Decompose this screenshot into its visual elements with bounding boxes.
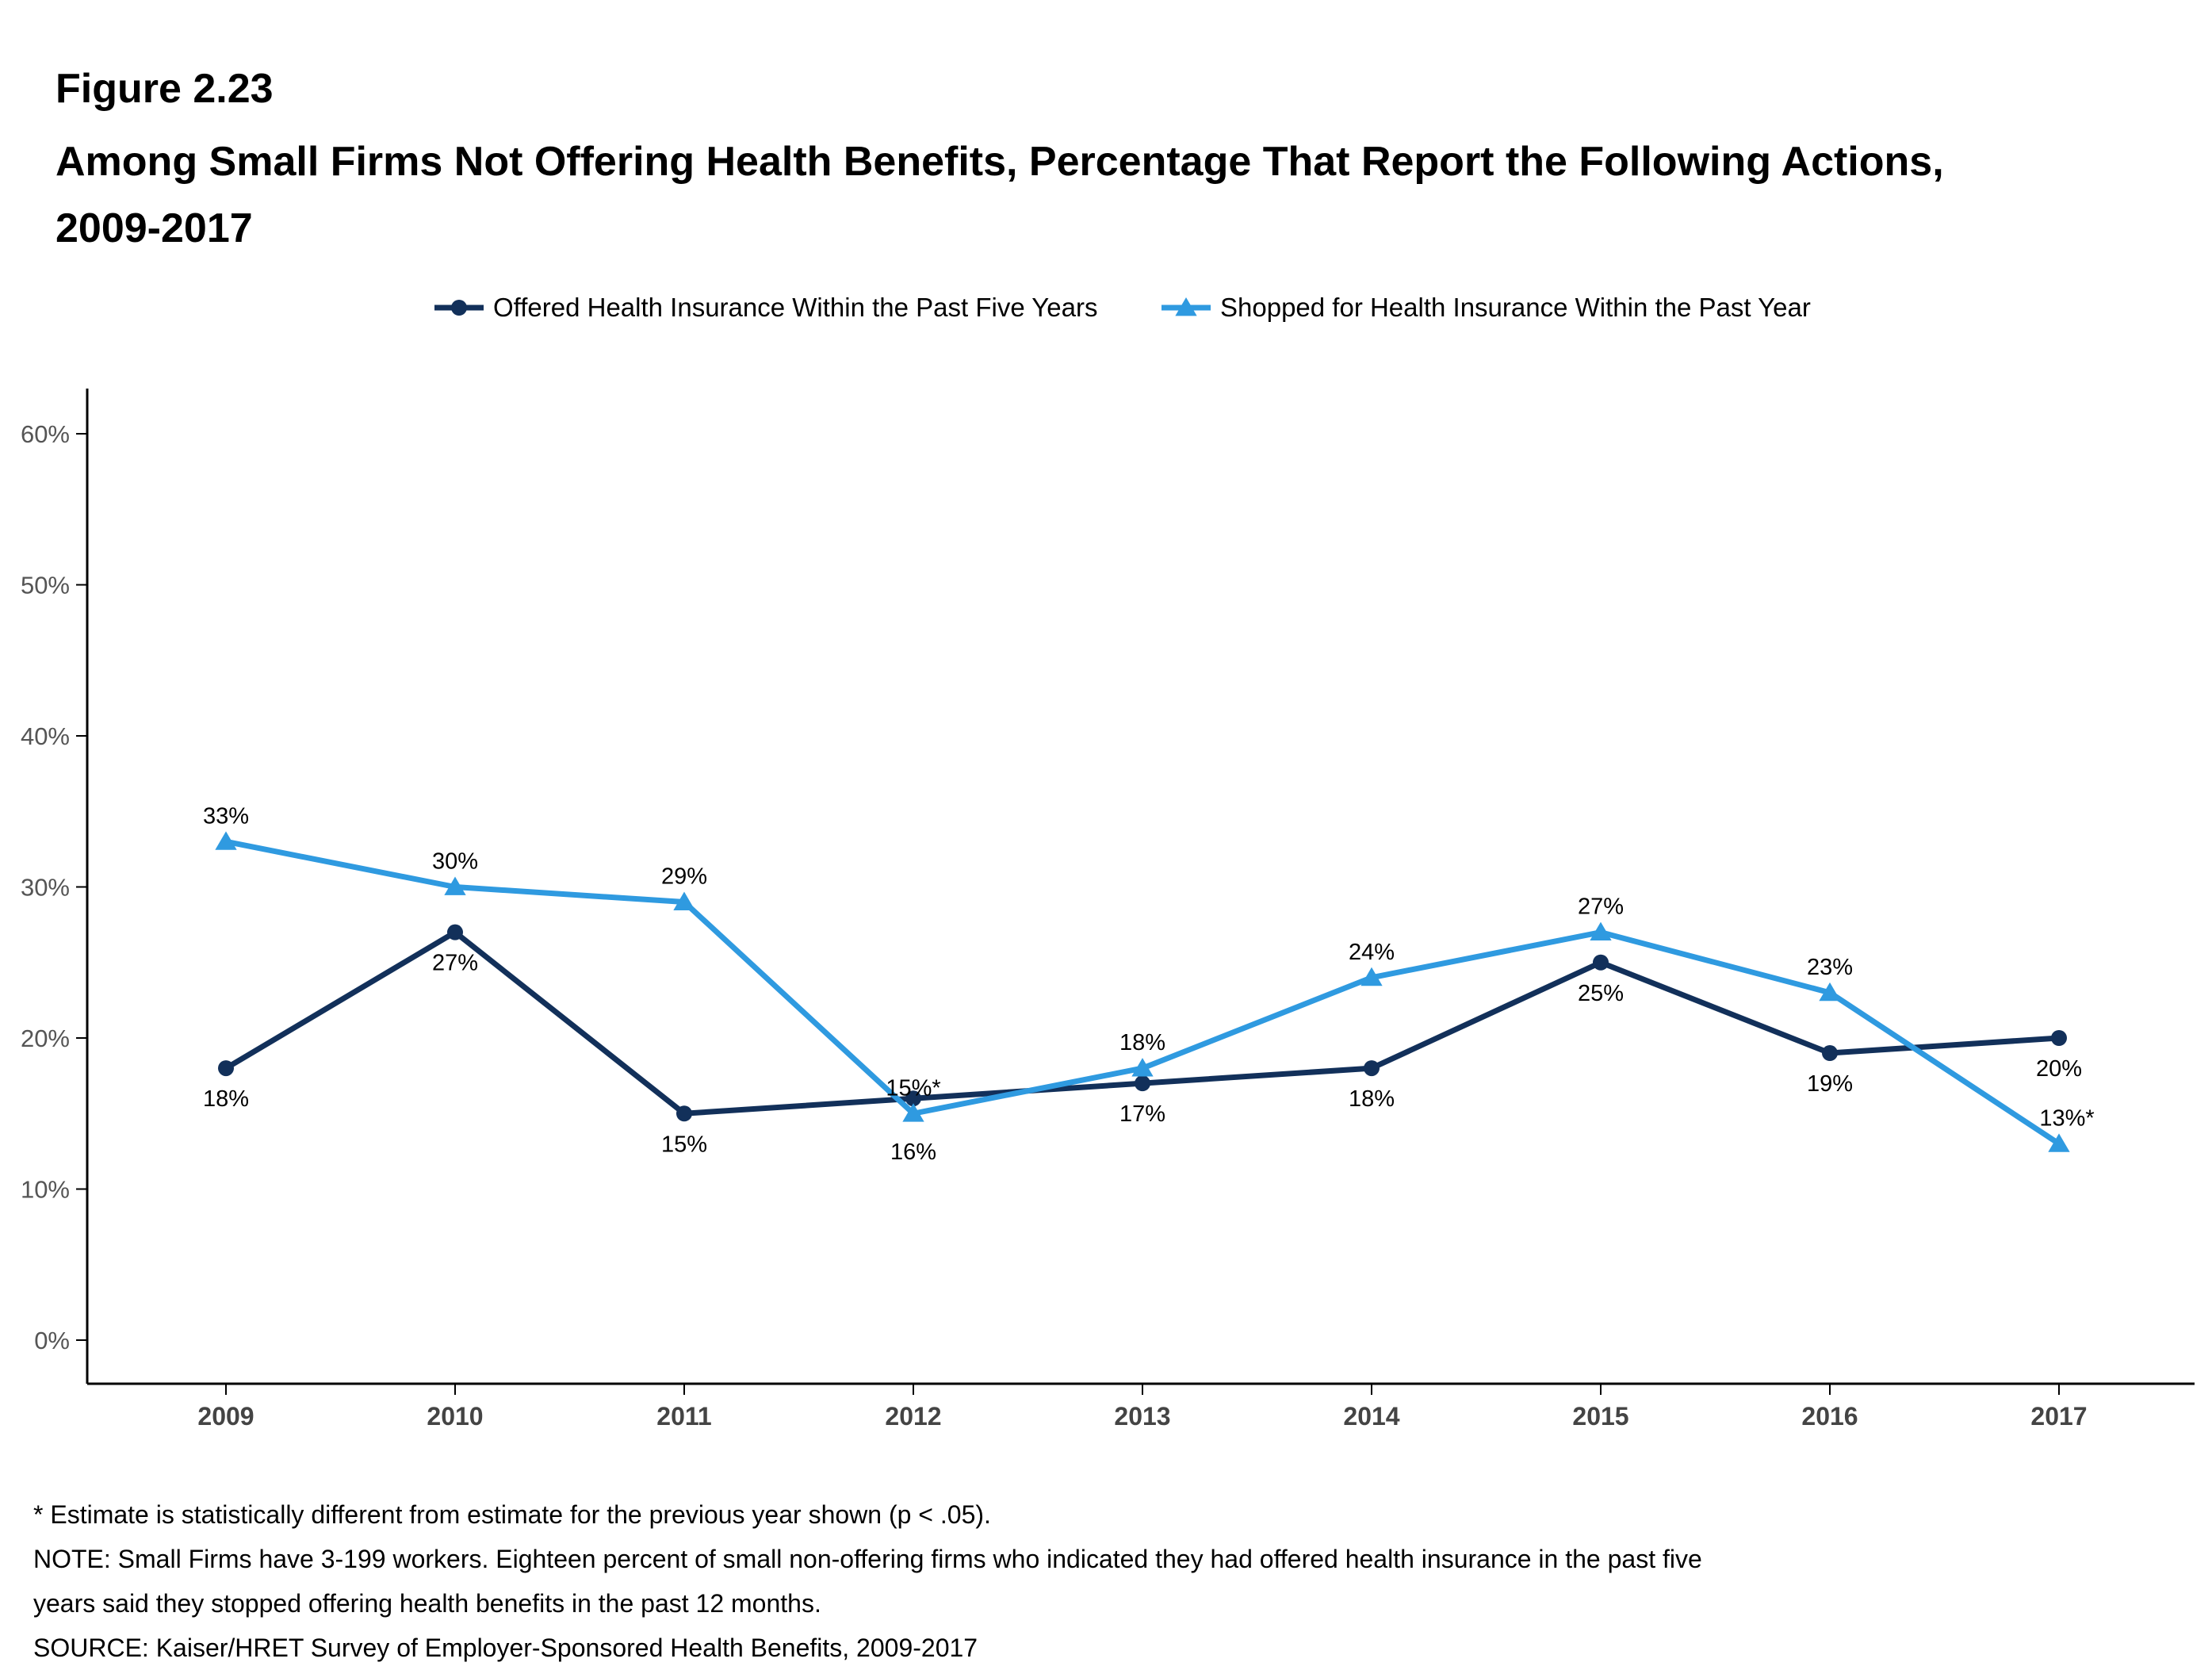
data-point [215,831,237,850]
data-label: 15% [661,1132,707,1157]
data-point [444,876,466,895]
x-tick-label: 2013 [1114,1402,1170,1431]
data-label: 18% [203,1086,249,1112]
data-label: 17% [1119,1101,1165,1127]
y-tick-label: 10% [21,1176,70,1204]
legend-label: Offered Health Insurance Within the Past… [493,293,1097,322]
note-source: SOURCE: Kaiser/HRET Survey of Employer-S… [33,1634,978,1662]
data-point [447,924,463,940]
data-label: 18% [1349,1086,1395,1112]
x-tick-label: 2011 [656,1402,711,1431]
note-small-firms-cont: years said they stopped offering health … [33,1589,821,1618]
x-tick-label: 2012 [885,1402,941,1431]
legend-item: Shopped for Health Insurance Within the … [1161,293,1811,322]
data-point [2051,1030,2067,1046]
data-point [1593,954,1609,971]
data-label: 13%* [2039,1105,2094,1131]
data-point [1822,1045,1838,1062]
y-tick-label: 40% [21,722,70,750]
y-tick-label: 60% [21,420,70,448]
data-point [1364,1060,1380,1077]
data-label: 20% [2036,1056,2082,1082]
chart-title: Among Small Firms Not Offering Health Be… [55,139,1944,251]
legend-item: Offered Health Insurance Within the Past… [434,293,1097,322]
data-labels: 18% 27% 15% 16% 17% 18% 25% 19% 20% 33% 30% 29% 15%*… [203,803,2095,1165]
data-point [218,1060,234,1077]
series-shopped [215,831,2070,1152]
y-tick-label: 30% [21,874,70,902]
data-label: 19% [1807,1071,1853,1097]
legend-marker [1175,297,1197,316]
chart-axes: 0% 10% 20% 30% 40% 50% 60% 2009 2010 2011 2012 2013… [21,389,2195,1431]
y-tick-label: 0% [34,1327,70,1354]
data-label: 27% [1578,894,1624,920]
data-point [902,1103,924,1122]
data-point [673,891,695,910]
data-label: 25% [1578,981,1624,1006]
data-point [905,1090,921,1107]
legend-label: Shopped for Health Insurance Within the … [1220,293,1811,322]
x-tick-label: 2010 [427,1402,483,1431]
legend: Offered Health Insurance Within the Past… [434,293,1811,322]
data-label: 15%* [886,1075,940,1101]
data-label: 23% [1807,955,1853,980]
series-layer [215,831,2070,1152]
legend-marker [451,300,467,316]
data-point [676,1105,692,1122]
figure-number: Figure 2.23 [55,66,274,112]
x-tick-label: 2015 [1572,1402,1628,1431]
x-tick-label: 2016 [1801,1402,1858,1431]
note-small-firms: NOTE: Small Firms have 3-199 workers. Ei… [33,1545,1702,1573]
series-offered [218,924,2067,1122]
y-tick-label: 50% [21,572,70,599]
x-tick-label: 2017 [2030,1402,2087,1431]
data-point [1819,982,1841,1002]
data-point [1135,1075,1150,1092]
data-point [2048,1133,2070,1152]
data-label: 29% [661,864,707,890]
x-tick-label: 2014 [1343,1402,1399,1431]
x-tick-label: 2009 [197,1402,254,1431]
data-label: 24% [1349,940,1395,965]
data-label: 27% [432,951,478,976]
data-label: 16% [890,1140,936,1165]
data-point [1131,1058,1154,1077]
footnotes: * Estimate is statistically different fr… [33,1492,2063,1670]
y-tick-label: 20% [21,1025,70,1052]
data-label: 30% [432,849,478,875]
data-label: 18% [1119,1030,1165,1055]
note-significance: * Estimate is statistically different fr… [33,1500,991,1529]
data-point [1590,921,1612,941]
series-line [225,838,2061,1147]
data-point [1360,967,1383,986]
data-label: 33% [203,803,249,829]
